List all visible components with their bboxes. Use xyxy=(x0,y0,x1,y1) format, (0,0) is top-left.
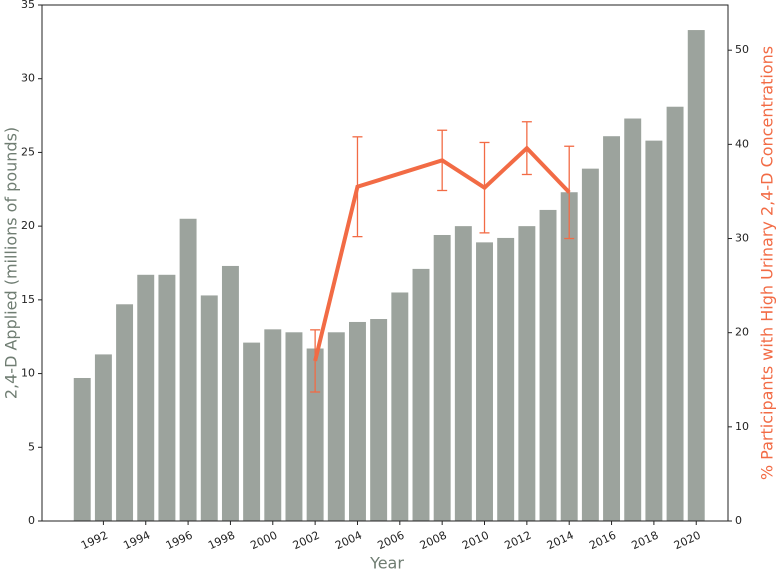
y-tick-label: 20 xyxy=(21,219,35,232)
x-axis-title: Year xyxy=(369,554,404,573)
error-bar xyxy=(479,141,490,234)
x-tick-label: 1994 xyxy=(121,529,152,553)
x-tick-label: 2018 xyxy=(630,529,661,553)
y-tick-label: 0 xyxy=(28,514,35,527)
error-bar xyxy=(310,329,321,393)
y-tick-label: 15 xyxy=(21,293,35,306)
bar xyxy=(687,30,705,521)
bar xyxy=(497,237,515,522)
x-tick-label: 2016 xyxy=(587,529,618,553)
x-tick-label: 1992 xyxy=(79,529,110,553)
bar xyxy=(645,140,663,522)
bar xyxy=(264,329,282,521)
bar xyxy=(116,304,134,521)
x-tick-label: 2012 xyxy=(503,529,534,553)
error-bar xyxy=(564,145,575,240)
y2-tick-label: 10 xyxy=(735,420,749,433)
bar xyxy=(327,332,345,521)
y2-axis-title: % Participants with High Urinary 2,4-D C… xyxy=(758,46,777,480)
x-tick-label: 2006 xyxy=(375,529,406,553)
y-tick-label: 25 xyxy=(21,145,35,158)
bar xyxy=(518,226,536,521)
plot-frame xyxy=(41,4,729,522)
x-tick-label: 2004 xyxy=(333,529,364,553)
line xyxy=(313,145,571,362)
bar xyxy=(666,106,684,522)
bar xyxy=(476,242,493,522)
bar xyxy=(200,295,218,521)
bar xyxy=(243,342,261,521)
x-tick-label: 2008 xyxy=(418,529,449,553)
bar xyxy=(137,274,155,521)
error-bar xyxy=(437,129,448,192)
bar xyxy=(603,136,621,521)
bar xyxy=(539,209,557,521)
bar xyxy=(158,274,176,521)
y-axis-title: 2,4-D Applied (millions of pounds) xyxy=(2,127,21,399)
error-bar xyxy=(521,121,532,176)
bar xyxy=(179,218,197,521)
x-tick-label: 2000 xyxy=(248,529,279,553)
x-tick-label: 2020 xyxy=(672,529,703,553)
bar xyxy=(433,234,451,521)
y2-tick-label: 0 xyxy=(735,514,742,527)
y2-tick-label: 40 xyxy=(735,137,749,150)
bar xyxy=(412,268,430,521)
x-tick-label: 1998 xyxy=(206,529,237,553)
x-tick-label: 2002 xyxy=(291,529,322,553)
y-tick-label: 30 xyxy=(21,72,35,85)
bar xyxy=(581,168,599,521)
y-tick-label: 35 xyxy=(21,0,35,11)
bar xyxy=(454,226,472,521)
bar xyxy=(285,332,303,521)
y2-tick-label: 30 xyxy=(735,232,749,245)
bar xyxy=(94,354,112,521)
bar xyxy=(73,377,91,521)
x-tick-label: 2010 xyxy=(460,529,491,553)
y-tick-label: 10 xyxy=(21,367,35,380)
bar xyxy=(624,118,642,522)
y2-tick-label: 50 xyxy=(735,43,749,56)
y2-tick-label: 20 xyxy=(735,326,749,339)
bar xyxy=(391,292,409,521)
bar xyxy=(370,319,388,521)
bar xyxy=(560,192,578,521)
error-bar xyxy=(352,136,363,238)
bar xyxy=(221,265,239,521)
y-tick-label: 5 xyxy=(28,440,35,453)
x-tick-label: 1996 xyxy=(164,529,195,553)
x-tick-label: 2014 xyxy=(545,529,576,553)
bar xyxy=(349,321,366,521)
